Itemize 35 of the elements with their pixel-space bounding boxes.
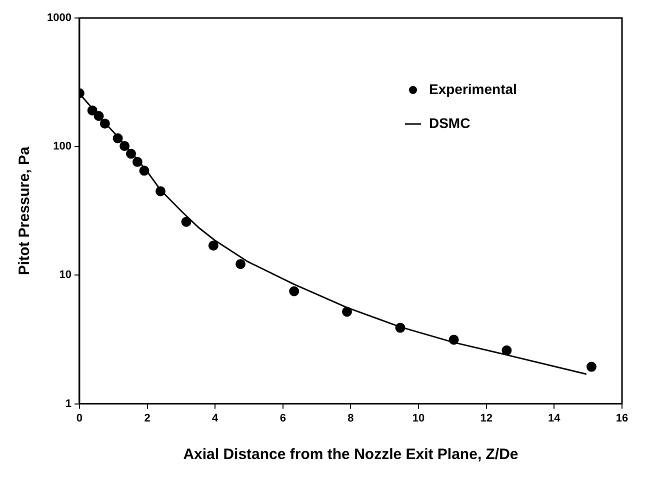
point	[448, 334, 459, 345]
legend-label: Experimental	[428, 80, 517, 97]
x-tick-label: 4	[212, 412, 220, 424]
x-tick-label: 8	[348, 412, 354, 424]
point	[586, 362, 596, 372]
point	[120, 141, 130, 152]
legend-label: DSMC	[428, 114, 470, 131]
point	[181, 216, 192, 227]
point	[112, 133, 123, 144]
point	[236, 259, 246, 270]
point	[342, 306, 352, 317]
y-tick-label: 1000	[46, 12, 72, 24]
x-tick-label: 2	[144, 412, 150, 424]
point	[87, 105, 98, 116]
point	[395, 322, 406, 333]
y-tick-label: 10	[59, 269, 72, 282]
point	[139, 166, 150, 176]
x-axis-title: Axial Distance from the Nozzle Exit Plane, Z/De	[183, 446, 518, 464]
y-axis-title: Pitot Pressure, Pa	[16, 146, 34, 276]
point	[208, 240, 218, 251]
x-tick-label: 0	[76, 412, 83, 424]
y-tick-label: 100	[53, 140, 72, 153]
y-tick-label: 1	[65, 398, 72, 410]
x-tick-label: 14	[548, 412, 562, 424]
x-tick-label: 6	[280, 412, 286, 424]
point	[100, 118, 110, 129]
x-tick-label: 16	[616, 412, 628, 424]
x-tick-label: 12	[480, 412, 492, 424]
point	[94, 110, 104, 121]
point	[132, 156, 142, 167]
point	[289, 286, 300, 296]
point	[502, 345, 512, 356]
point	[126, 148, 136, 159]
point	[156, 186, 166, 196]
x-tick-label: 10	[412, 412, 425, 424]
